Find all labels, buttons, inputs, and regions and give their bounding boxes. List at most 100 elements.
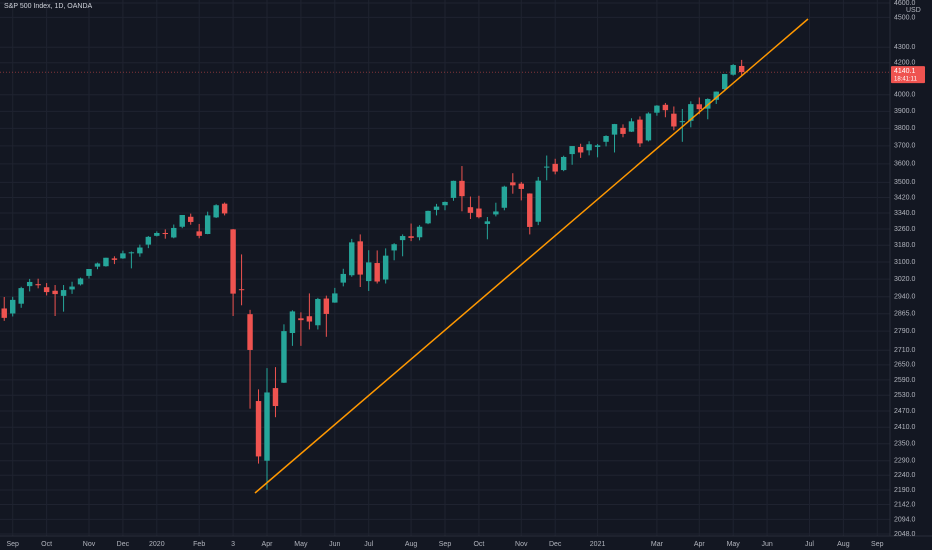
- y-tick-label: 2048.0: [894, 531, 916, 538]
- candle-body: [577, 146, 584, 153]
- x-tick-label: 2021: [590, 541, 606, 548]
- axes: 4600.0 4500.0 4300.0 4200.0 4000.0 3900.0 3800…: [6, 0, 925, 548]
- candle-body: [637, 119, 643, 144]
- y-tick-label: 3020.0: [894, 276, 916, 283]
- y-tick-label: 3800.0: [894, 125, 916, 132]
- candle-body: [103, 257, 109, 267]
- x-tick-label: Jun: [329, 541, 340, 548]
- last-price-label: 4140.1: [894, 68, 916, 75]
- candle-body: [569, 146, 575, 155]
- candle-body: [408, 236, 414, 238]
- candle-body: [52, 290, 58, 295]
- chart-title: S&P 500 Index, 1D, OANDA: [4, 3, 93, 10]
- x-tick-label: 2020: [149, 541, 165, 548]
- y-tick-label: 2470.0: [894, 408, 916, 415]
- candles: [0, 59, 890, 490]
- candle-body: [18, 288, 24, 304]
- candle-body: [450, 180, 457, 198]
- candle-body: [374, 263, 380, 282]
- candle-body: [611, 124, 618, 135]
- y-tick-label: 2710.0: [894, 347, 916, 354]
- candle-body: [120, 253, 126, 259]
- candle-body: [94, 263, 101, 267]
- y-tick-label: 3900.0: [894, 108, 916, 115]
- candle-body: [467, 207, 474, 213]
- y-tick-label: 2094.0: [894, 516, 916, 523]
- candle-body: [594, 145, 601, 147]
- y-tick-label: 3340.0: [894, 210, 916, 217]
- y-tick-label: 4300.0: [894, 44, 916, 51]
- candle-body: [603, 136, 609, 142]
- y-tick-label: 2590.0: [894, 377, 916, 384]
- y-tick-label: 4000.0: [894, 92, 916, 99]
- candle-body: [213, 205, 219, 218]
- candle-body: [179, 215, 185, 227]
- candle-body: [188, 216, 194, 222]
- countdown-label: 18:41:11: [894, 77, 918, 83]
- y-tick-label: 3500.0: [894, 179, 916, 186]
- candle-body: [255, 401, 262, 457]
- candle-body: [77, 278, 84, 285]
- x-tick-label: Dec: [117, 541, 130, 548]
- trend-line: [254, 18, 809, 494]
- candle-body: [671, 113, 677, 127]
- candle-body: [679, 121, 686, 123]
- candle-body: [586, 144, 592, 151]
- candle-body: [69, 286, 75, 290]
- x-tick-label: Mar: [651, 541, 664, 548]
- candle-body: [196, 231, 202, 236]
- x-tick-label: Apr: [694, 541, 706, 548]
- candle-body: [366, 262, 372, 282]
- y-tick-label: 4600.0: [894, 0, 916, 7]
- candle-body: [628, 121, 635, 132]
- candle-body: [560, 156, 567, 171]
- x-tick-label: Jun: [761, 541, 772, 548]
- y-tick-label: 2190.0: [894, 487, 916, 494]
- y-tick-label: 2290.0: [894, 458, 916, 465]
- candle-body: [620, 127, 626, 134]
- candle-body: [688, 104, 694, 121]
- y-tick-label: 4200.0: [894, 60, 916, 67]
- y-tick-label: 2865.0: [894, 311, 916, 318]
- x-tick-label: Sep: [871, 541, 884, 548]
- candle-body: [518, 183, 524, 189]
- candle-body: [510, 182, 516, 186]
- candle-body: [391, 244, 397, 251]
- candle-body: [43, 287, 50, 293]
- y-tick-label: 2240.0: [894, 472, 916, 479]
- y-tick-label: 2650.0: [894, 362, 916, 369]
- x-tick-label: Oct: [41, 541, 52, 548]
- candle-body: [713, 91, 719, 100]
- last-price-tag: [891, 66, 925, 84]
- candle-body: [111, 258, 118, 260]
- y-tick-label: 3260.0: [894, 226, 916, 233]
- y-tick-label: 2530.0: [894, 392, 916, 399]
- candle-body: [221, 203, 228, 214]
- x-tick-label: Feb: [193, 541, 205, 548]
- candle-body: [264, 392, 270, 461]
- candle-body: [527, 193, 533, 227]
- candle-body: [459, 180, 465, 197]
- candle-body: [137, 247, 143, 254]
- x-tick-label: Sep: [439, 541, 452, 548]
- candle-body: [433, 206, 440, 210]
- candle-body: [442, 201, 448, 206]
- candle-body: [35, 284, 41, 286]
- y-tick-label: 3100.0: [894, 259, 916, 266]
- candle-body: [1, 308, 7, 318]
- candle-body: [340, 273, 346, 283]
- candle-body: [476, 208, 482, 218]
- x-tick-label: Jul: [805, 541, 814, 548]
- x-tick-label: Aug: [405, 541, 418, 548]
- y-tick-label: 2410.0: [894, 424, 916, 431]
- candle-body: [60, 290, 67, 296]
- candle-body: [382, 255, 389, 280]
- candle-body: [425, 210, 431, 224]
- x-tick-label: Dec: [549, 541, 562, 548]
- candle-body: [552, 163, 558, 172]
- x-tick-label: Jul: [364, 541, 373, 548]
- candle-body: [86, 268, 92, 276]
- candle-body: [281, 331, 287, 383]
